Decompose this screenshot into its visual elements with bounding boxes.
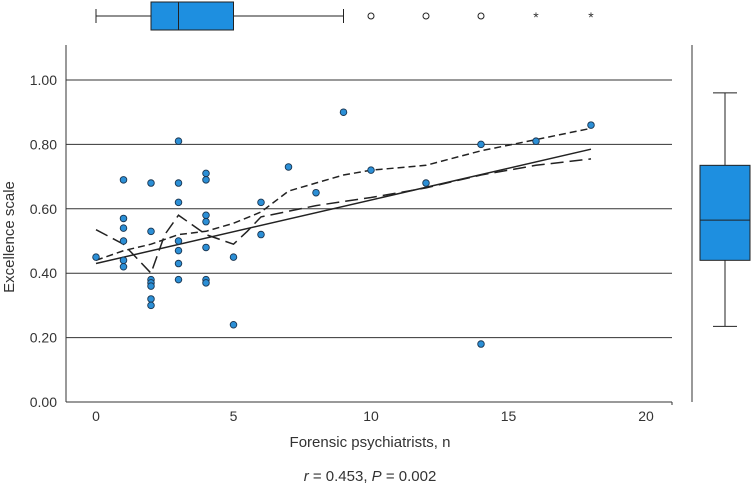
data-point	[202, 176, 210, 184]
data-point	[119, 214, 128, 223]
data-point	[202, 243, 210, 252]
data-point	[119, 263, 128, 271]
axes	[65, 45, 673, 405]
x-axis-title: Forensic psychiatrists, n	[290, 434, 451, 451]
data-point	[229, 253, 238, 261]
data-point	[92, 253, 100, 261]
y-tick-label: 1.00	[30, 72, 57, 88]
x-box-iqr	[150, 1, 234, 31]
data-point	[202, 211, 210, 219]
data-point	[174, 198, 183, 207]
data-point	[532, 137, 540, 145]
data-point	[202, 169, 210, 178]
fit-line-solid	[95, 148, 592, 265]
x-box-outlier	[422, 12, 430, 20]
data-point	[477, 140, 485, 149]
x-box-extreme: *	[588, 9, 594, 25]
y-tick-label: 0.20	[30, 330, 57, 346]
y-axis-title: Excellence scale	[1, 181, 18, 293]
x-tick-label: 20	[638, 408, 654, 424]
y-box-iqr	[699, 164, 751, 261]
x-box-extreme: *	[533, 9, 539, 25]
data-point	[312, 188, 320, 197]
data-point	[174, 179, 183, 187]
data-point	[229, 320, 238, 329]
data-point	[587, 121, 595, 129]
data-point	[202, 217, 210, 226]
data-point	[119, 237, 128, 245]
fit-line-short-dash	[95, 127, 592, 262]
data-point	[147, 179, 155, 187]
data-point	[367, 166, 375, 174]
data-point	[119, 224, 128, 232]
x-tick-label: 10	[363, 408, 379, 424]
x-tick-label: 5	[230, 408, 238, 424]
y-tick-label: 0.40	[30, 265, 57, 281]
data-point	[257, 230, 265, 239]
data-point	[284, 163, 293, 171]
data-point	[174, 246, 183, 255]
data-point	[174, 275, 183, 284]
gridlines	[66, 79, 672, 339]
data-point	[477, 340, 485, 348]
data-point	[257, 198, 265, 207]
y-tick-label: 0.60	[30, 201, 57, 217]
data-point	[174, 237, 183, 245]
caption-r-symbol: r	[304, 468, 310, 485]
data-point	[119, 176, 128, 184]
data-point	[202, 279, 210, 287]
data-point	[174, 137, 183, 145]
fit-line-long-dash	[95, 158, 592, 275]
fit-lines	[95, 127, 592, 275]
data-point	[147, 301, 155, 310]
caption-p-symbol: P	[372, 468, 382, 485]
data-point	[174, 259, 183, 268]
data-point	[119, 256, 128, 265]
data-point	[147, 282, 155, 290]
data-points	[92, 108, 595, 348]
stats-caption: r = 0.453, P = 0.002	[304, 468, 437, 485]
tick-labels: 0.00 0.20 0.40 0.60 0.80 1.00 0 5 10 15 20	[30, 72, 654, 424]
x-box-outlier	[367, 12, 375, 20]
data-point	[422, 179, 430, 187]
data-point	[339, 108, 348, 116]
x-tick-label: 15	[501, 408, 517, 424]
data-point	[147, 227, 155, 236]
y-boxplot	[691, 45, 751, 402]
caption-p-value: = 0.002	[382, 468, 437, 485]
caption-r-value: = 0.453,	[309, 468, 372, 485]
y-tick-label: 0.80	[30, 136, 57, 152]
x-boxplot: * *	[95, 1, 594, 31]
y-tick-label: 0.00	[30, 394, 57, 410]
x-tick-label: 0	[92, 408, 100, 424]
x-box-outlier	[477, 12, 485, 20]
data-point	[147, 295, 155, 303]
